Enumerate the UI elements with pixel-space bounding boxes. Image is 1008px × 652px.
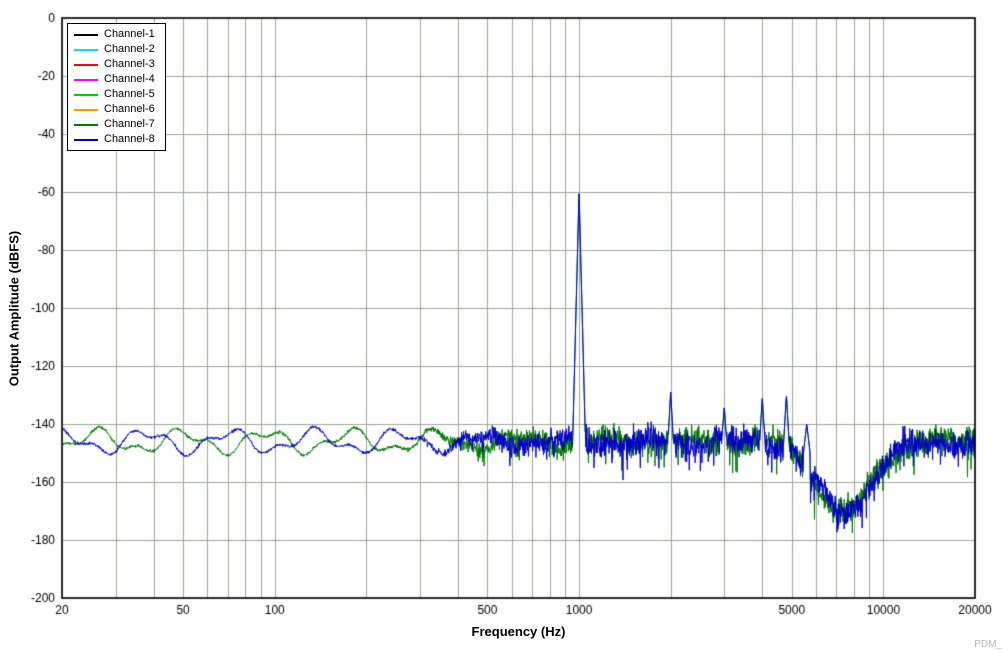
legend-swatch-channel-7 bbox=[74, 123, 98, 126]
legend: Channel-1 Channel-2 Channel-3 Channel-4 Chan… bbox=[67, 23, 166, 151]
legend-swatch-channel-2 bbox=[74, 48, 98, 51]
legend-swatch-channel-6 bbox=[74, 108, 98, 111]
legend-swatch-channel-8 bbox=[74, 138, 98, 141]
legend-item: Channel-6 bbox=[74, 103, 155, 116]
legend-label: Channel-1 bbox=[104, 28, 155, 40]
legend-label: Channel-4 bbox=[104, 73, 155, 85]
legend-label: Channel-2 bbox=[104, 43, 155, 55]
watermark: PDM_ bbox=[974, 639, 1002, 650]
legend-label: Channel-8 bbox=[104, 133, 155, 145]
legend-label: Channel-3 bbox=[104, 58, 155, 70]
legend-swatch-channel-3 bbox=[74, 63, 98, 66]
legend-item: Channel-3 bbox=[74, 58, 155, 71]
legend-item: Channel-1 bbox=[74, 28, 155, 41]
legend-swatch-channel-4 bbox=[74, 78, 98, 81]
y-axis-label: Output Amplitude (dBFS) bbox=[6, 230, 22, 386]
legend-label: Channel-6 bbox=[104, 103, 155, 115]
legend-item: Channel-4 bbox=[74, 73, 155, 86]
legend-item: Channel-2 bbox=[74, 43, 155, 56]
legend-label: Channel-5 bbox=[104, 88, 155, 100]
y-axis-label-wrap: Output Amplitude (dBFS) bbox=[0, 0, 28, 616]
legend-item: Channel-5 bbox=[74, 88, 155, 101]
legend-swatch-channel-1 bbox=[74, 33, 98, 36]
legend-item: Channel-8 bbox=[74, 133, 155, 146]
x-axis-label: Frequency (Hz) bbox=[471, 624, 566, 639]
legend-label: Channel-7 bbox=[104, 118, 155, 130]
legend-swatch-channel-5 bbox=[74, 93, 98, 96]
legend-item: Channel-7 bbox=[74, 118, 155, 131]
